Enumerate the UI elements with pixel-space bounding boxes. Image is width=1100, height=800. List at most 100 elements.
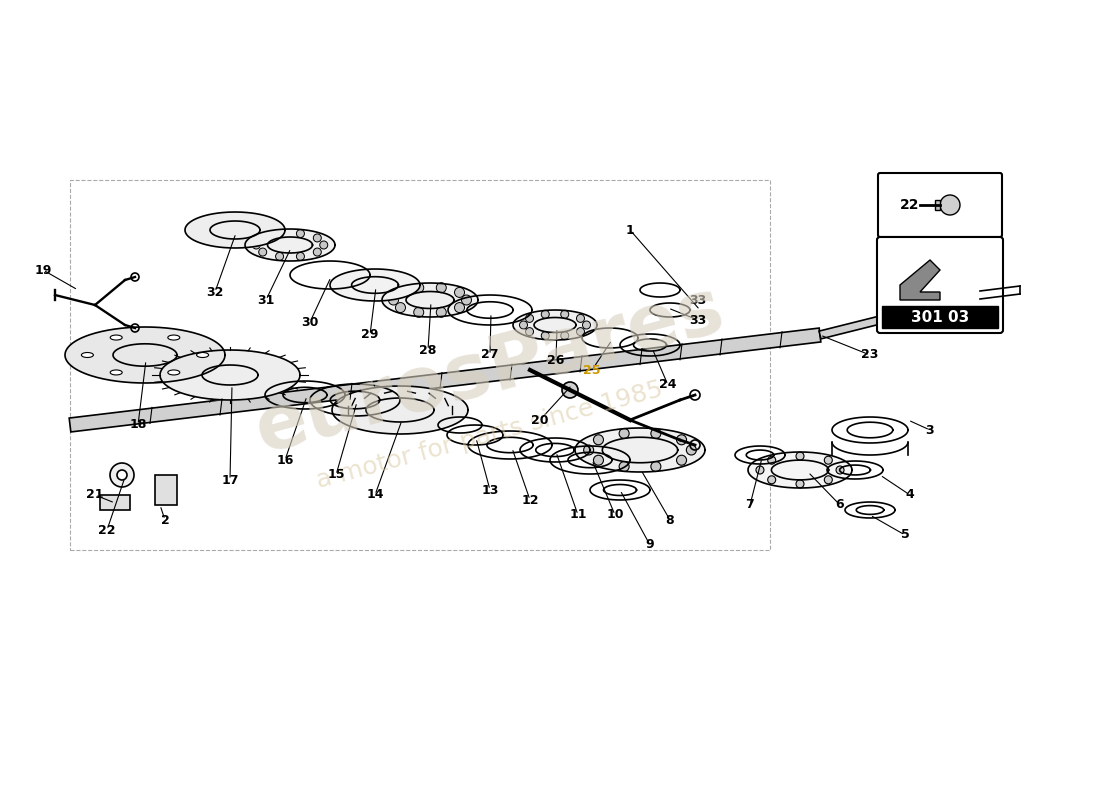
Text: 5: 5 (901, 529, 910, 542)
Circle shape (258, 248, 266, 256)
Circle shape (561, 310, 569, 318)
Text: 10: 10 (606, 509, 624, 522)
Circle shape (258, 234, 266, 242)
Text: 30: 30 (301, 315, 319, 329)
Text: 22: 22 (900, 198, 920, 212)
Text: 14: 14 (366, 489, 384, 502)
Circle shape (576, 314, 584, 322)
Text: 301 03: 301 03 (911, 310, 969, 325)
Circle shape (651, 429, 661, 438)
Text: 31: 31 (257, 294, 275, 306)
Ellipse shape (168, 335, 179, 340)
Polygon shape (820, 291, 981, 339)
Text: 27: 27 (482, 349, 498, 362)
Text: 21: 21 (86, 489, 103, 502)
Circle shape (561, 332, 569, 340)
Text: 15: 15 (328, 469, 344, 482)
Polygon shape (245, 229, 336, 261)
Text: 4: 4 (905, 489, 914, 502)
Circle shape (836, 466, 844, 474)
Text: 28: 28 (419, 343, 437, 357)
Text: a motor for parts since 1985: a motor for parts since 1985 (315, 377, 666, 493)
Polygon shape (513, 310, 597, 340)
Text: 29: 29 (361, 329, 378, 342)
Polygon shape (382, 283, 478, 317)
Circle shape (454, 287, 464, 298)
Polygon shape (160, 350, 300, 400)
Ellipse shape (197, 353, 209, 358)
Circle shape (584, 445, 594, 455)
Circle shape (396, 302, 406, 313)
Text: 11: 11 (570, 509, 586, 522)
Text: 26: 26 (548, 354, 564, 366)
Circle shape (519, 321, 528, 329)
Polygon shape (65, 327, 226, 383)
Circle shape (314, 248, 321, 256)
Circle shape (651, 462, 661, 471)
Circle shape (396, 287, 406, 298)
Text: 9: 9 (646, 538, 654, 551)
Polygon shape (330, 269, 420, 301)
Text: 24: 24 (659, 378, 676, 391)
FancyBboxPatch shape (878, 173, 1002, 237)
Circle shape (676, 434, 686, 445)
Text: 3: 3 (926, 423, 934, 437)
Text: 13: 13 (482, 483, 498, 497)
Circle shape (824, 456, 833, 464)
Text: 23: 23 (861, 349, 879, 362)
Circle shape (576, 328, 584, 336)
Circle shape (276, 253, 284, 261)
Text: 20: 20 (531, 414, 549, 426)
Polygon shape (748, 452, 852, 488)
FancyBboxPatch shape (877, 237, 1003, 333)
Circle shape (320, 241, 328, 249)
Text: 7: 7 (746, 498, 755, 511)
Circle shape (594, 455, 604, 466)
Polygon shape (69, 328, 821, 432)
Text: 33: 33 (690, 294, 706, 306)
Circle shape (796, 480, 804, 488)
Circle shape (526, 314, 534, 322)
Circle shape (796, 452, 804, 460)
Text: 22: 22 (98, 523, 116, 537)
Circle shape (454, 302, 464, 313)
Polygon shape (900, 260, 940, 300)
Circle shape (541, 332, 549, 340)
Text: 17: 17 (221, 474, 239, 486)
Ellipse shape (168, 370, 179, 375)
Text: 33: 33 (690, 314, 706, 326)
Circle shape (756, 466, 764, 474)
Circle shape (117, 470, 126, 480)
Circle shape (296, 230, 305, 238)
Circle shape (619, 462, 629, 471)
Circle shape (437, 282, 447, 293)
Polygon shape (332, 386, 468, 434)
Circle shape (676, 455, 686, 466)
Circle shape (824, 476, 833, 484)
Circle shape (296, 253, 305, 261)
Text: 16: 16 (276, 454, 294, 466)
Circle shape (768, 476, 776, 484)
Text: 1: 1 (626, 223, 635, 237)
Text: 32: 32 (207, 286, 223, 298)
Bar (882, 306, 998, 328)
Circle shape (583, 321, 591, 329)
Circle shape (619, 429, 629, 438)
Text: eurosPares: eurosPares (248, 272, 733, 468)
Text: 8: 8 (666, 514, 674, 526)
Bar (155, 475, 177, 505)
Circle shape (686, 445, 696, 455)
Text: 25: 25 (583, 363, 601, 377)
Text: 19: 19 (34, 263, 52, 277)
Circle shape (562, 382, 578, 398)
Circle shape (414, 282, 424, 293)
Circle shape (252, 241, 261, 249)
Circle shape (276, 230, 284, 238)
Circle shape (768, 456, 776, 464)
Polygon shape (575, 428, 705, 472)
Circle shape (940, 195, 960, 215)
Ellipse shape (110, 335, 122, 340)
Ellipse shape (81, 353, 94, 358)
Text: 6: 6 (836, 498, 845, 511)
Bar (100, 495, 130, 510)
